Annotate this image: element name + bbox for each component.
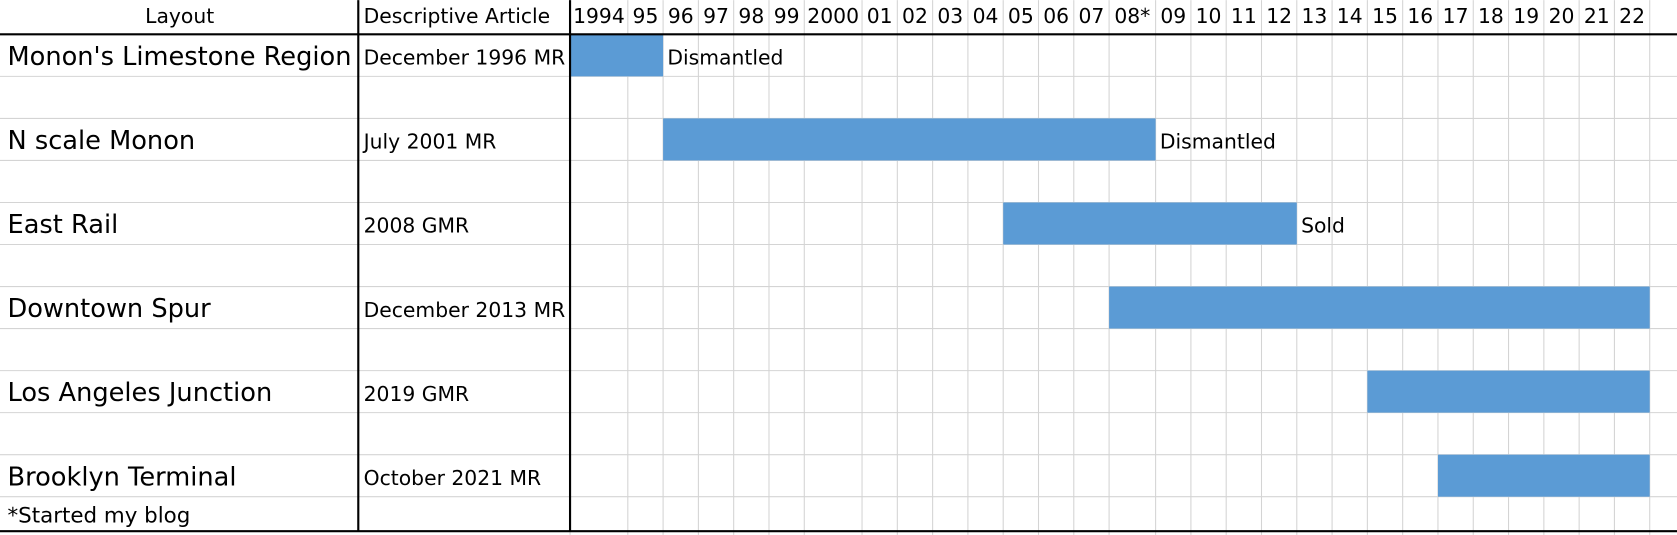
year-header: 99 [774,4,800,28]
year-header: 16 [1407,4,1433,28]
timeline-bar [1109,286,1650,329]
article: July 2001 MR [362,130,497,154]
year-header: 02 [902,4,928,28]
bar-note: Dismantled [1160,130,1276,154]
article: October 2021 MR [364,466,542,490]
year-header: 17 [1443,4,1469,28]
year-header: 09 [1160,4,1186,28]
year-header: 08* [1114,4,1150,28]
year-header: 03 [937,4,963,28]
year-header: 19 [1513,4,1539,28]
timeline-bar [1003,202,1297,245]
layout-name: Monon's Limestone Region [7,42,351,72]
year-header: 04 [973,4,999,28]
layout-name: Brooklyn Terminal [7,462,236,492]
timeline-bar [1367,370,1650,413]
year-header: 14 [1337,4,1363,28]
year-header: 13 [1302,4,1328,28]
year-header: 06 [1043,4,1069,28]
year-header: 12 [1266,4,1292,28]
year-header: 98 [738,4,764,28]
article: 2019 GMR [364,382,470,406]
layout-name: N scale Monon [7,126,195,156]
year-header: 2000 [807,4,859,28]
timeline-bar [1437,454,1650,497]
footnote: *Started my blog [7,504,190,529]
timeline-bar [663,118,1156,161]
year-header: 10 [1196,4,1222,28]
year-header: 07 [1079,4,1105,28]
layout-name: Los Angeles Junction [7,378,272,408]
article: December 1996 MR [364,46,566,70]
year-header: 95 [633,4,659,28]
year-header: 21 [1584,4,1610,28]
article: December 2013 MR [364,298,566,322]
year-header: 22 [1619,4,1645,28]
year-header: 11 [1231,4,1257,28]
header-article: Descriptive Article [364,4,551,28]
article: 2008 GMR [364,214,470,238]
bar-note: Sold [1301,214,1345,238]
year-header: 96 [668,4,694,28]
bar-note: Dismantled [667,46,783,70]
year-header: 01 [867,4,893,28]
header-layout: Layout [145,4,214,28]
year-header: 1994 [573,4,625,28]
year-header: 18 [1478,4,1504,28]
layout-name: Downtown Spur [7,294,211,324]
year-header: 15 [1372,4,1398,28]
year-header: 20 [1549,4,1575,28]
timeline-bar [570,34,664,77]
year-header: 97 [703,4,729,28]
year-header: 05 [1008,4,1034,28]
layout-name: East Rail [7,210,118,240]
